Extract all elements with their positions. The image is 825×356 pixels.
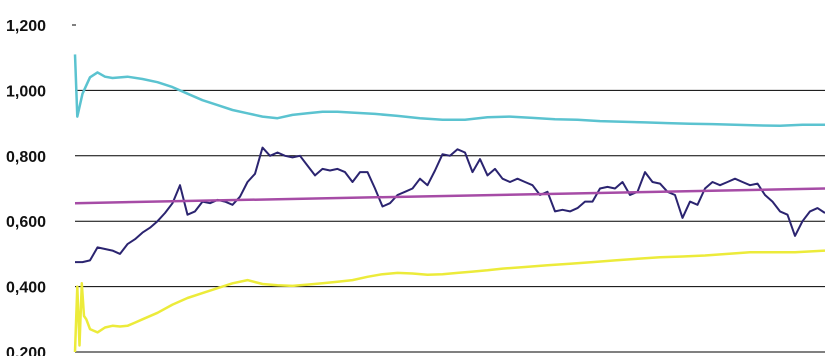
series-group (73, 54, 825, 353)
y-tick-label: 1,000 (6, 83, 46, 100)
y-tick-label: 0,800 (6, 149, 46, 166)
y-tick-label: 1,200 (6, 18, 46, 35)
series-line-3 (74, 187, 825, 205)
series-line-1 (73, 54, 825, 127)
y-tick-labels: 0,200 0,400 0,600 0,800 1,000 1,200 (6, 18, 46, 356)
series-line-2 (75, 146, 825, 264)
series-line-4 (73, 249, 825, 353)
y-tick-label: 0,200 (6, 345, 46, 356)
grid-lines (72, 24, 825, 353)
y-tick-label: 0,400 (6, 280, 46, 297)
y-tick-label: 0,600 (6, 214, 46, 231)
